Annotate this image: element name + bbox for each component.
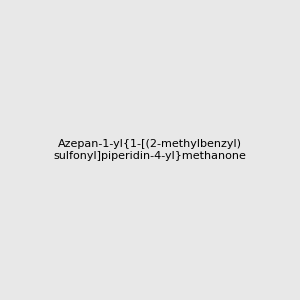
Text: Azepan-1-yl{1-[(2-methylbenzyl)
sulfonyl]piperidin-4-yl}methanone: Azepan-1-yl{1-[(2-methylbenzyl) sulfonyl… xyxy=(54,139,246,161)
